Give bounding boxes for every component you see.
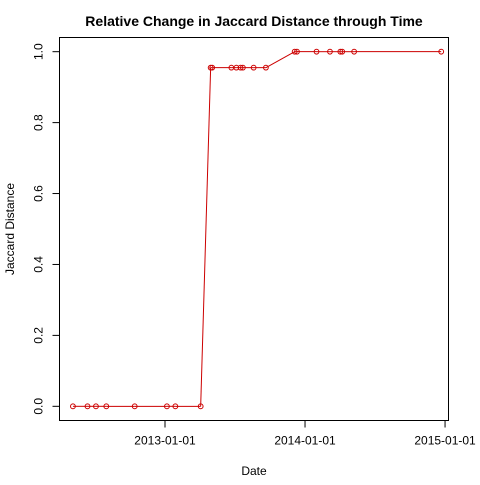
data-point: [70, 403, 76, 410]
x-axis-label: Date: [241, 464, 267, 478]
data-point: [438, 48, 445, 55]
y-tick-label: 0.2: [32, 327, 46, 344]
y-tick-label: 0.8: [32, 114, 46, 131]
data-point: [294, 48, 300, 55]
series-line-segment: [200, 67, 212, 407]
data-point: [291, 48, 298, 55]
x-tick-label: 2015-01-01: [414, 434, 476, 448]
data-point: [103, 403, 110, 410]
x-tick-label: 2014-01-01: [274, 434, 336, 448]
data-point: [164, 403, 170, 410]
data-point: [250, 64, 257, 71]
data-point: [262, 64, 269, 71]
data-point: [313, 48, 320, 55]
chart-title: Relative Change in Jaccard Distance thro…: [85, 13, 423, 29]
data-point: [327, 48, 333, 55]
y-tick-label: 0.0: [32, 398, 46, 415]
data-point: [239, 64, 246, 71]
data-point: [197, 403, 204, 410]
plot-frame: [59, 37, 449, 421]
series-layer: [70, 48, 445, 410]
data-point: [84, 403, 91, 410]
data-point: [351, 48, 358, 55]
series-line-segment: [265, 51, 295, 69]
data-point: [209, 64, 216, 71]
y-axis-label: Jaccard Distance: [3, 183, 17, 275]
y-axis: 0.0 0.2 0.4 0.6 0.8 1.0: [32, 43, 60, 415]
x-axis: 2013-01-01 2014-01-01 2015-01-01: [134, 420, 476, 448]
data-point: [131, 403, 138, 410]
data-point: [237, 64, 244, 71]
data-point: [172, 403, 179, 410]
data-point: [339, 48, 346, 55]
data-point: [233, 64, 240, 71]
x-tick-label: 2013-01-01: [134, 434, 196, 448]
data-point: [337, 48, 344, 55]
data-point: [93, 403, 99, 410]
y-tick-label: 0.4: [32, 256, 46, 273]
y-tick-label: 0.6: [32, 185, 46, 202]
y-tick-label: 1.0: [32, 43, 46, 60]
